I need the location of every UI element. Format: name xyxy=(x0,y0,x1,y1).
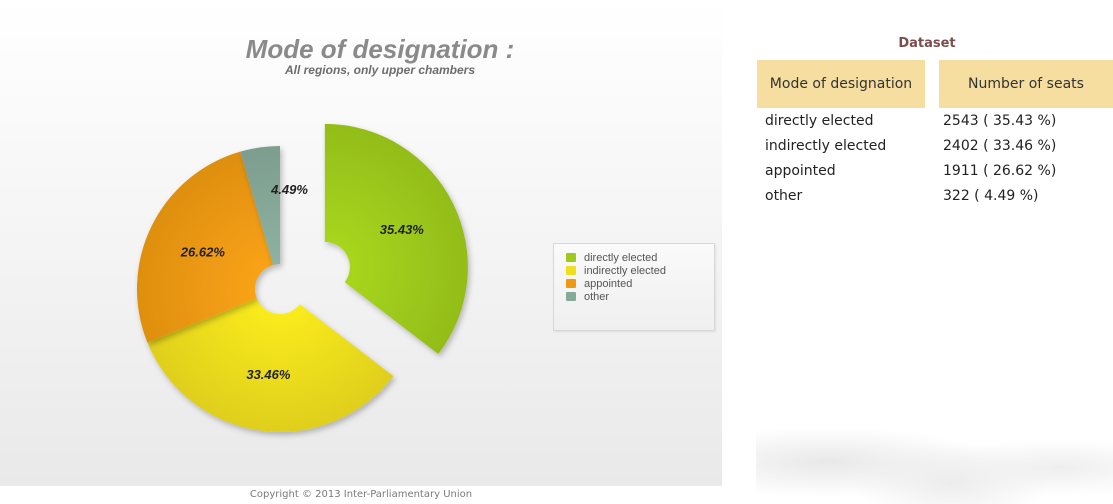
legend-swatch xyxy=(566,279,576,288)
slice-label: 33.46% xyxy=(246,367,291,382)
table-header-row: Mode of designation Number of seats xyxy=(757,60,1113,108)
slice-label: 26.62% xyxy=(180,244,226,259)
dataset-title: Dataset xyxy=(898,36,956,51)
legend-swatch xyxy=(566,253,576,262)
slice-label: 4.49% xyxy=(270,182,308,197)
legend-swatch xyxy=(566,292,576,301)
legend-label: other xyxy=(584,290,610,303)
chart-subtitle: All regions, only upper chambers xyxy=(284,63,476,77)
legend-label: appointed xyxy=(584,277,633,290)
cell-seats: 2402 ( 33.46 %) xyxy=(943,137,1057,154)
cell-mode: directly elected xyxy=(765,112,874,129)
cell-mode: indirectly elected xyxy=(765,137,887,154)
cell-mode: other xyxy=(765,187,803,204)
legend-swatch xyxy=(566,266,576,275)
scan-artifact xyxy=(756,400,1113,504)
copyright-notice: Copyright © 2013 Inter-Parliamentary Uni… xyxy=(249,489,473,500)
chart-panel: 35.43% 33.46% 26.62% 4.49% Mode of designat… xyxy=(0,0,722,486)
dataset-table: Mode of designation Number of seats dire… xyxy=(757,60,1113,208)
legend-item-appointed: appointed xyxy=(566,277,714,290)
column-header-seats: Number of seats xyxy=(925,60,1113,108)
cell-seats: 322 ( 4.49 %) xyxy=(943,187,1039,204)
pie-chart: 35.43% 33.46% 26.62% 4.49% xyxy=(136,123,468,432)
legend-label: directly elected xyxy=(584,251,658,264)
legend-item-directly-elected: directly elected xyxy=(566,251,714,264)
cell-seats: 1911 ( 26.62 %) xyxy=(943,162,1057,179)
table-row: indirectly elected 2402 ( 33.46 %) xyxy=(757,133,1113,158)
cell-seats: 2543 ( 35.43 %) xyxy=(943,112,1057,129)
legend-label: indirectly elected xyxy=(584,264,666,277)
legend-item-indirectly-elected: indirectly elected xyxy=(566,264,714,277)
column-header-mode: Mode of designation xyxy=(757,60,925,108)
pie-slice-other xyxy=(240,146,280,265)
table-row: appointed 1911 ( 26.62 %) xyxy=(757,158,1113,183)
table-row: directly elected 2543 ( 35.43 %) xyxy=(757,108,1113,133)
cell-mode: appointed xyxy=(765,162,836,179)
pie-slice-directly-elected xyxy=(324,123,468,355)
table-row: other 322 ( 4.49 %) xyxy=(757,183,1113,208)
chart-legend: directly elected indirectly elected appo… xyxy=(553,243,715,331)
legend-item-other: other xyxy=(566,290,714,303)
pie-slice-indirectly-elected xyxy=(147,298,394,432)
pie-slice-appointed xyxy=(136,151,274,343)
chart-title: Mode of designation : xyxy=(245,34,515,64)
slice-label: 35.43% xyxy=(380,222,425,237)
